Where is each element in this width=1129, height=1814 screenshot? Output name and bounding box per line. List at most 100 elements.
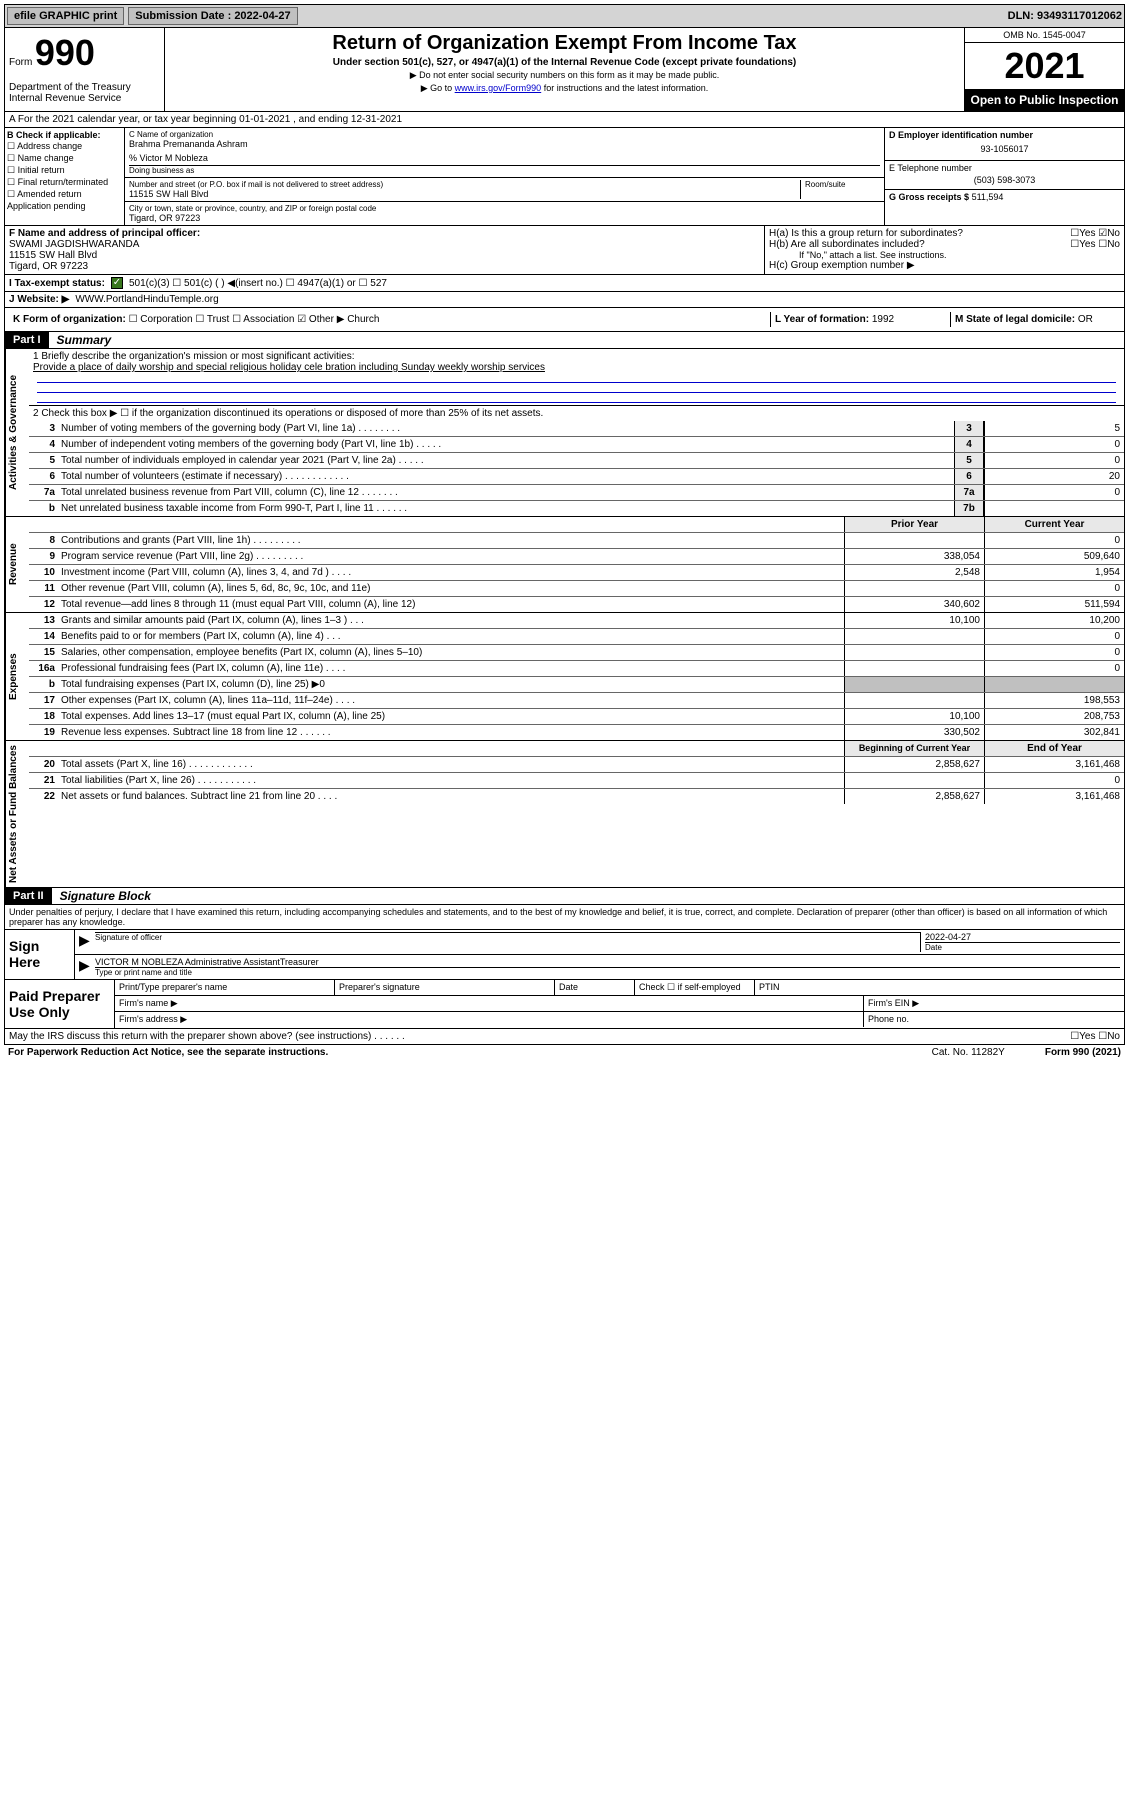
chk-name[interactable]: ☐ Name change [7,153,122,164]
s1-a: Provide a place of daily worship and spe… [33,362,1120,373]
year-formed: 1992 [872,314,894,325]
current-value: 511,594 [984,597,1124,612]
current-value: 0 [984,773,1124,788]
chk-pending[interactable]: Application pending [7,201,122,211]
gov-value [984,501,1124,516]
tax-year: 2021 [965,43,1124,89]
chk-final[interactable]: ☐ Final return/terminated [7,177,122,188]
exp-section: Expenses 13Grants and similar amounts pa… [4,613,1125,741]
current-value: 1,954 [984,565,1124,580]
irs-link[interactable]: www.irs.gov/Form990 [455,83,542,93]
telephone: (503) 598-3073 [889,173,1120,187]
bottom-line: For Paperwork Reduction Act Notice, see … [4,1045,1125,1060]
sig-date: 2022-04-27 [925,932,1120,942]
hb-answer[interactable]: ☐Yes ☐No [1070,239,1120,250]
open-public: Open to Public Inspection [965,89,1124,111]
prior-value [844,677,984,692]
current-value [984,677,1124,692]
rev-section: Revenue Prior YearCurrent Year 8Contribu… [4,517,1125,613]
k-other: Church [347,314,379,325]
row-fh: F Name and address of principal officer:… [4,226,1125,275]
prior-value [844,581,984,596]
current-value: 0 [984,533,1124,548]
ein: 93-1056017 [889,140,1120,158]
paid-prep-label: Paid Preparer Use Only [5,980,115,1028]
form-header: Form 990 Department of the Treasury Inte… [4,28,1125,112]
h-block: H(a) Is this a group return for subordin… [764,226,1124,274]
form-note1: ▶ Do not enter social security numbers o… [169,70,960,81]
street-address: 11515 SW Hall Blvd [129,189,800,199]
prior-value: 340,602 [844,597,984,612]
website: WWW.PortlandHinduTemple.org [75,294,218,305]
ha-answer[interactable]: ☐Yes ☑No [1070,228,1120,239]
form-note2: ▶ Go to www.irs.gov/Form990 for instruct… [169,83,960,94]
current-value: 0 [984,629,1124,644]
hdr-prior: Prior Year [844,517,984,532]
hc: H(c) Group exemption number ▶ [769,260,1120,271]
current-value: 3,161,468 [984,757,1124,772]
form-subtitle: Under section 501(c), 527, or 4947(a)(1)… [169,57,960,68]
i-options: 501(c)(3) ☐ 501(c) ( ) ◀(insert no.) ☐ 4… [129,278,387,289]
signature-block: Under penalties of perjury, I declare th… [4,905,1125,980]
gov-value: 0 [984,453,1124,468]
chk-501c3[interactable]: ✓ [111,277,123,289]
org-name: Brahma Premananda Ashram [129,139,880,149]
line-a: A For the 2021 calendar year, or tax yea… [4,112,1125,128]
gov-value: 0 [984,485,1124,500]
chk-address[interactable]: ☐ Address change [7,141,122,152]
discuss-answer[interactable]: ☐Yes ☐No [1070,1031,1120,1042]
s1-q: 1 Briefly describe the organization's mi… [33,351,1120,362]
top-bar: efile GRAPHIC print Submission Date : 20… [4,4,1125,28]
prior-value [844,629,984,644]
current-value: 3,161,468 [984,789,1124,804]
room-label: Room/suite [805,180,880,189]
part2-header: Part II Signature Block [4,888,1125,905]
hdr-begin: Beginning of Current Year [844,741,984,756]
addr-label: Number and street (or P.O. box if mail i… [129,180,800,189]
c-name-label: C Name of organization [129,130,880,139]
col-b: B Check if applicable: ☐ Address change … [5,128,125,225]
discuss-row: May the IRS discuss this return with the… [4,1029,1125,1045]
form-title: Return of Organization Exempt From Incom… [169,32,960,55]
prior-value: 10,100 [844,709,984,724]
gov-section: Activities & Governance 1 Briefly descri… [4,349,1125,517]
chk-amended[interactable]: ☐ Amended return [7,189,122,200]
prior-value: 2,858,627 [844,757,984,772]
dept: Department of the Treasury Internal Reve… [9,82,160,104]
dba-label: Doing business as [129,165,880,175]
officer-name: SWAMI JAGDISHWARANDA [9,239,760,250]
gov-value: 5 [984,421,1124,436]
arrow-icon: ▶ [79,957,95,977]
prior-value [844,693,984,708]
gov-value: 20 [984,469,1124,484]
current-value: 0 [984,581,1124,596]
form-number: 990 [35,32,95,73]
vtab-net: Net Assets or Fund Balances [5,741,29,887]
sign-here-label: Sign Here [5,930,75,979]
prior-value [844,773,984,788]
gov-value: 0 [984,437,1124,452]
form-word: Form [9,57,32,68]
row-klm: K Form of organization: ☐ Corporation ☐ … [4,308,1125,332]
e-label: E Telephone number [889,163,1120,173]
prior-value: 330,502 [844,725,984,740]
sig-declaration: Under penalties of perjury, I declare th… [5,905,1124,930]
current-value: 0 [984,645,1124,660]
arrow-icon: ▶ [79,932,95,952]
vtab-gov: Activities & Governance [5,349,29,516]
preparer-block: Paid Preparer Use Only Print/Type prepar… [4,980,1125,1029]
row-i: I Tax-exempt status: ✓ 501(c)(3) ☐ 501(c… [4,275,1125,292]
net-section: Net Assets or Fund Balances Beginning of… [4,741,1125,888]
chk-initial[interactable]: ☐ Initial return [7,165,122,176]
prior-value [844,645,984,660]
efile-badge: efile GRAPHIC print [7,7,124,25]
domicile: OR [1078,314,1093,325]
prior-value [844,661,984,676]
current-value: 302,841 [984,725,1124,740]
hdr-end: End of Year [984,741,1124,756]
care-of: % Victor M Nobleza [129,153,880,163]
gross-receipts: 511,594 [972,192,1004,202]
sig-of-label: Signature of officer [95,932,920,942]
entity-block: B Check if applicable: ☐ Address change … [4,128,1125,226]
vtab-rev: Revenue [5,517,29,612]
